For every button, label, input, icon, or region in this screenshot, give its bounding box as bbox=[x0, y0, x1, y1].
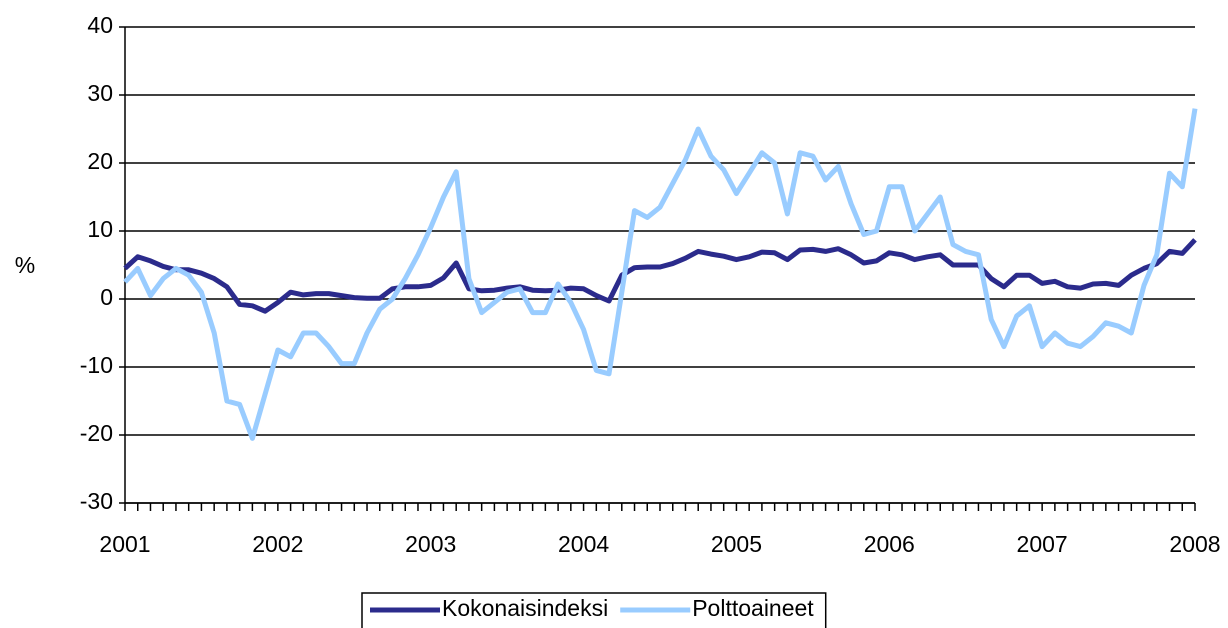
legend-label: Polttoaineet bbox=[692, 595, 814, 621]
x-tick-label: 2004 bbox=[558, 531, 609, 557]
line-series bbox=[123, 238, 1197, 314]
x-tick-label: 2007 bbox=[1017, 531, 1068, 557]
x-tick-label: 2006 bbox=[864, 531, 915, 557]
line-series bbox=[123, 108, 1198, 441]
x-tick-label: 2008 bbox=[1169, 531, 1220, 557]
x-tick-label: 2005 bbox=[711, 531, 762, 557]
y-axis-label: % bbox=[15, 252, 35, 278]
x-tick-label: 2001 bbox=[99, 531, 150, 557]
legend-label: Kokonaisindeksi bbox=[442, 595, 608, 621]
x-tick-label: 2002 bbox=[252, 531, 303, 557]
legend: Kokonaisindeksi Polttoaineet bbox=[361, 592, 827, 628]
y-tick-label: 10 bbox=[87, 216, 113, 242]
y-tick-label: 0 bbox=[100, 284, 113, 310]
y-tick-label: 20 bbox=[87, 148, 113, 174]
y-tick-label: -10 bbox=[80, 352, 113, 378]
y-tick-label: -30 bbox=[80, 488, 113, 514]
y-tick-label: 40 bbox=[87, 12, 113, 38]
y-tick-label: 30 bbox=[87, 80, 113, 106]
y-tick-label: -20 bbox=[80, 420, 113, 446]
x-tick-label: 2003 bbox=[405, 531, 456, 557]
